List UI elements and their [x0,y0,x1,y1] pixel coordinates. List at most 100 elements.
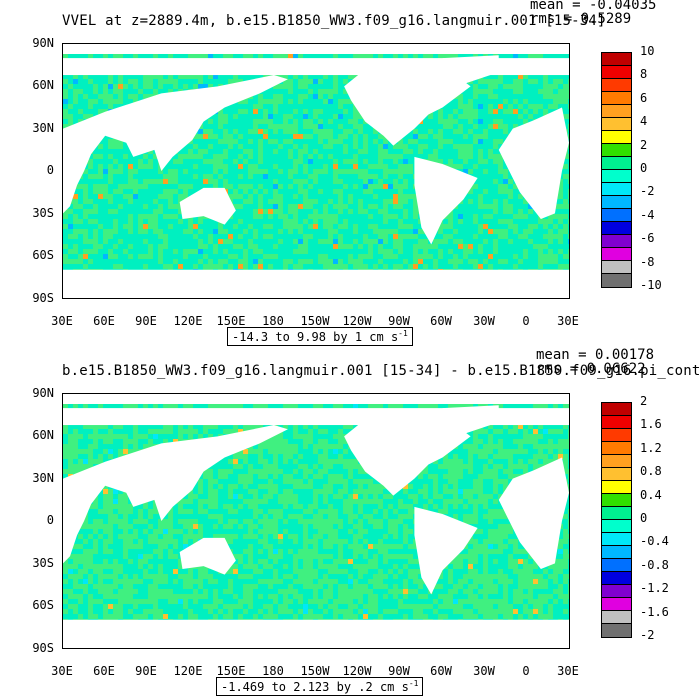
ocean-cell [213,154,218,159]
ocean-cell [318,54,323,59]
ocean-cell [498,79,503,84]
ocean-cell [518,94,523,99]
ocean-cell [288,114,293,119]
ocean-cell [458,94,463,99]
ocean-cell [258,249,263,254]
ocean-cell [68,109,73,114]
ocean-cell [313,219,318,224]
ocean-cell [198,149,203,154]
ocean-cell [163,254,168,259]
ocean-cell [373,254,378,259]
ocean-cell [468,194,473,199]
ocean-cell [508,234,513,239]
ocean-cell [343,219,348,224]
ocean-cell [163,209,168,214]
ocean-cell [333,244,338,249]
ocean-cell [188,249,193,254]
ocean-cell [198,74,203,79]
ocean-cell [523,239,528,244]
ocean-cell [493,259,498,264]
ocean-cell [328,84,333,89]
ocean-cell [288,224,293,229]
ocean-cell [73,194,78,199]
ocean-cell [393,204,398,209]
ocean-cell [523,219,528,224]
ocean-cell [178,159,183,164]
ocean-cell [458,164,463,169]
ocean-cell [383,179,388,184]
ocean-cell [503,129,508,134]
ocean-cell [203,234,208,239]
ocean-cell [138,84,143,89]
ocean-cell [313,404,318,409]
ocean-cell [348,134,353,139]
ocean-cell [83,74,88,79]
ocean-cell [463,94,468,99]
ocean-cell [253,189,258,194]
ocean-cell [408,264,413,269]
ocean-cell [168,249,173,254]
colorbar-swatch [602,222,631,235]
ocean-cell [563,204,568,209]
ocean-cell [523,224,528,229]
ocean-cell [318,214,323,219]
ocean-cell [448,259,453,264]
ocean-cell [268,119,273,124]
ocean-cell [308,214,313,219]
ocean-cell [558,234,563,239]
ocean-cell [123,204,128,209]
ocean-cell [373,189,378,194]
ocean-cell [283,239,288,244]
ocean-cell [258,109,263,114]
ocean-cell [468,209,473,214]
ocean-cell [158,189,163,194]
ocean-cell [483,159,488,164]
ocean-cell [473,104,478,109]
ocean-cell [373,249,378,254]
ocean-cell [358,239,363,244]
ocean-cell [238,79,243,84]
ocean-cell [333,189,338,194]
ocean-cell [488,229,493,234]
ocean-cell [328,154,333,159]
ocean-cell [553,229,558,234]
ocean-cell [508,94,513,99]
ocean-cell [68,94,73,99]
ocean-cell [498,119,503,124]
ocean-cell [98,249,103,254]
ocean-cell [548,99,553,104]
ocean-cell [348,264,353,269]
ocean-cell [513,239,518,244]
ocean-cell [353,189,358,194]
ocean-cell [353,239,358,244]
ocean-cell [518,229,523,234]
ocean-cell [173,189,178,194]
ocean-cell [473,194,478,199]
ocean-cell [123,184,128,189]
ocean-cell [253,204,258,209]
ocean-cell [403,159,408,164]
ocean-cell [323,74,328,79]
ocean-cell [448,149,453,154]
ocean-cell [238,144,243,149]
ocean-cell [498,114,503,119]
ocean-cell [433,259,438,264]
ocean-cell [123,194,128,199]
ocean-cell [533,54,538,59]
ocean-cell [233,54,238,59]
ocean-cell [233,184,238,189]
ocean-cell [163,404,168,409]
ocean-cell [343,199,348,204]
ocean-cell [128,99,133,104]
ocean-cell [238,234,243,239]
ocean-cell [243,129,248,134]
ocean-cell [193,134,198,139]
ocean-cell [113,139,118,144]
ocean-cell [103,89,108,94]
ocean-cell [358,114,363,119]
ocean-cell [203,84,208,89]
ocean-cell [568,104,569,109]
ocean-cell [113,239,118,244]
ocean-cell [338,139,343,144]
ocean-cell [333,179,338,184]
